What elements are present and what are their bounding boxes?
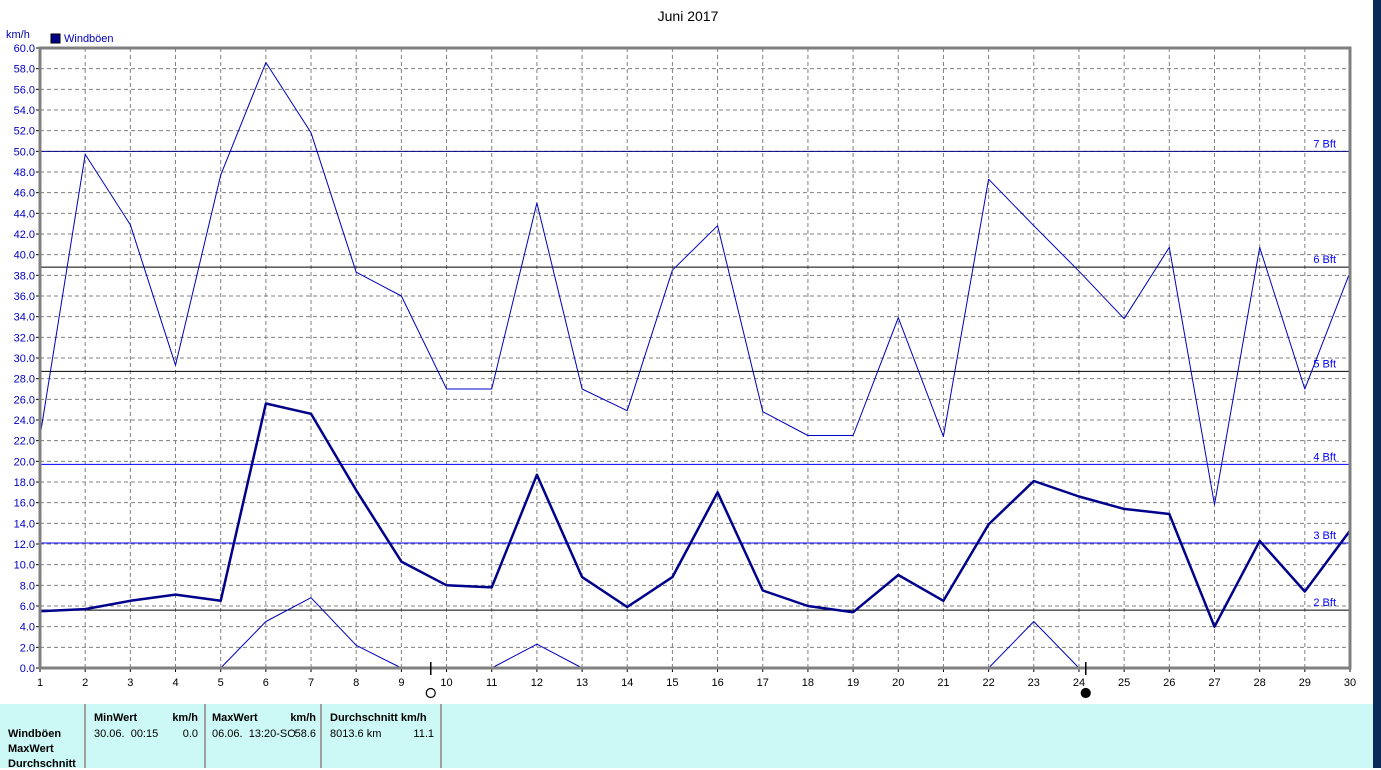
stats-min: MinWert km/h 30.06. 00:15 0.0 <box>86 704 206 768</box>
row-label-windboeen: Windböen <box>8 728 62 740</box>
y-tick-label: 26.0 <box>14 394 35 406</box>
y-tick-label: 46.0 <box>14 188 35 200</box>
beaufort-label: 3 Bft <box>1313 530 1336 542</box>
x-tick-label: 22 <box>982 677 994 689</box>
y-tick-label: 54.0 <box>14 105 35 117</box>
y-tick-label: 42.0 <box>14 229 35 241</box>
y-tick-label: 18.0 <box>14 477 35 489</box>
y-tick-label: 34.0 <box>14 312 35 324</box>
x-tick-label: 27 <box>1208 677 1220 689</box>
x-tick-label: 26 <box>1163 677 1175 689</box>
x-tick-label: 7 <box>308 677 314 689</box>
y-tick-label: 0.0 <box>20 663 35 675</box>
x-tick-label: 24 <box>1073 677 1085 689</box>
y-tick-label: 58.0 <box>14 64 35 76</box>
y-tick-label: 16.0 <box>14 498 35 510</box>
row-label-durchschnitt: Durchschnitt <box>8 758 76 770</box>
stats-labels: Windböen MaxWert Durchschnitt <box>0 704 86 770</box>
series-average-line <box>39 402 1352 628</box>
x-tick-label: 18 <box>802 677 814 689</box>
beaufort-label: 7 Bft <box>1313 138 1336 150</box>
y-tick-label: 32.0 <box>14 332 35 344</box>
x-tick-label: 23 <box>1028 677 1040 689</box>
x-tick-label: 8 <box>353 677 359 689</box>
x-tick-label: 19 <box>847 677 859 689</box>
y-tick-label: 20.0 <box>14 456 35 468</box>
y-tick-label: 44.0 <box>14 208 35 220</box>
y-tick-label: 28.0 <box>14 374 35 386</box>
max-value: 58.6 <box>294 728 316 740</box>
x-tick-label: 21 <box>937 677 949 689</box>
x-tick-label: 25 <box>1118 677 1130 689</box>
legend-swatch <box>50 33 61 44</box>
y-tick-label: 2.0 <box>20 642 35 654</box>
legend-label: Windböen <box>64 33 114 45</box>
y-tick-label: 24.0 <box>14 415 35 427</box>
x-tick-label: 9 <box>398 677 404 689</box>
new-moon-icon <box>1080 687 1091 699</box>
x-tick-label: 6 <box>263 677 269 689</box>
y-tick-label: 50.0 <box>14 146 35 158</box>
y-tick-label: 14.0 <box>14 518 35 530</box>
stats-max: MaxWert km/h 06.06. 13:20-SO 58.6 <box>206 704 322 768</box>
x-tick-label: 29 <box>1299 677 1311 689</box>
avg-value: 11.1 <box>413 728 434 740</box>
plot-frame <box>38 46 1352 670</box>
y-tick-label: 10.0 <box>14 560 35 572</box>
min-when: 30.06. 00:15 <box>94 728 159 740</box>
x-tick-label: 28 <box>1254 677 1266 689</box>
y-tick-label: 12.0 <box>14 539 35 551</box>
y-tick-label: 36.0 <box>14 291 35 303</box>
series-min-line <box>491 621 1350 669</box>
x-tick-label: 4 <box>172 677 178 689</box>
y-tick-label: 60.0 <box>14 43 35 55</box>
x-tick-label: 2 <box>82 677 88 689</box>
beaufort-label: 6 Bft <box>1313 254 1336 266</box>
min-unit: km/h <box>172 712 198 724</box>
y-tick-label: 4.0 <box>20 622 35 634</box>
full-moon-icon <box>425 687 436 699</box>
x-tick-label: 17 <box>757 677 769 689</box>
y-tick-label: 56.0 <box>14 84 35 96</box>
max-unit: km/h <box>290 712 316 724</box>
x-tick-label: 3 <box>127 677 133 689</box>
x-tick-label: 20 <box>892 677 904 689</box>
y-tick-label: 30.0 <box>14 353 35 365</box>
x-tick-label: 1 <box>37 677 43 689</box>
x-tick-label: 15 <box>666 677 678 689</box>
y-tick-label: 48.0 <box>14 167 35 179</box>
beaufort-label: 2 Bft <box>1313 597 1336 609</box>
x-tick-label: 5 <box>218 677 224 689</box>
x-tick-label: 16 <box>711 677 723 689</box>
y-tick-label: 40.0 <box>14 250 35 262</box>
x-tick-label: 11 <box>486 677 497 689</box>
min-value: 0.0 <box>182 728 198 740</box>
x-tick-label: 12 <box>531 677 543 689</box>
window-edge <box>1373 0 1381 768</box>
stats-panel: Windböen MaxWert Durchschnitt MinWert km… <box>0 704 1373 770</box>
avg-distance: 8013.6 km <box>330 728 382 740</box>
min-header: MinWert <box>94 712 138 724</box>
chart-title: Juni 2017 <box>658 8 719 24</box>
beaufort-label: 5 Bft <box>1313 358 1336 370</box>
row-label-maxwert: MaxWert <box>8 743 54 755</box>
y-tick-label: 38.0 <box>14 270 35 282</box>
series-max-line <box>39 62 1351 506</box>
x-tick-label: 13 <box>576 677 588 689</box>
x-tick-label: 10 <box>440 677 452 689</box>
wind-chart: Juni 2017 km/h Windböen 7 Bft 6 Bft 5 Bft 4… <box>6 8 1356 699</box>
x-tick-label: 14 <box>621 677 633 689</box>
max-when: 06.06. 13:20-SO <box>212 728 296 740</box>
avg-header: Durchschnitt km/h <box>330 712 427 724</box>
stats-avg: Durchschnitt km/h 8013.6 km 11.1 <box>322 704 442 768</box>
x-tick-label: 30 <box>1344 677 1356 689</box>
y-tick-label: 8.0 <box>20 580 35 592</box>
y-tick-label: 22.0 <box>14 436 35 448</box>
y-axis-label: km/h <box>6 29 30 41</box>
max-header: MaxWert <box>212 712 258 724</box>
beaufort-label: 4 Bft <box>1313 451 1336 463</box>
y-tick-label: 52.0 <box>14 126 35 138</box>
y-tick-label: 6.0 <box>20 601 35 613</box>
